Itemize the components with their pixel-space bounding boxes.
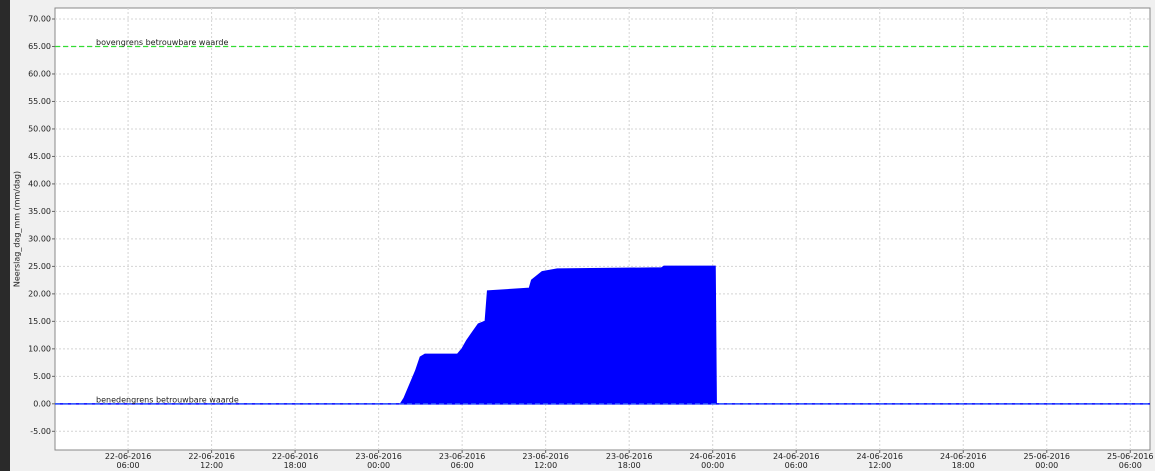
x-tick-label: 23-06-2016 18:00	[599, 452, 659, 470]
y-tick-label: 70.00	[28, 14, 51, 23]
x-tick-label: 24-06-2016 18:00	[933, 452, 993, 470]
x-tick-label: 24-06-2016 00:00	[683, 452, 743, 470]
x-tick-label: 24-06-2016 06:00	[766, 452, 826, 470]
x-tick-label: 23-06-2016 12:00	[516, 452, 576, 470]
threshold-label: bovengrens betrouwbare waarde	[96, 38, 228, 47]
y-tick-label: 35.00	[28, 207, 51, 216]
y-tick-label: 65.00	[28, 42, 51, 51]
y-tick-label: 60.00	[28, 69, 51, 78]
y-tick-label: 15.00	[28, 317, 51, 326]
y-tick-label: 50.00	[28, 124, 51, 133]
x-tick-label: 22-06-2016 06:00	[98, 452, 158, 470]
y-tick-label: 5.00	[33, 372, 51, 381]
x-tick-label: 22-06-2016 18:00	[265, 452, 325, 470]
y-tick-label: 25.00	[28, 262, 51, 271]
y-tick-label: 40.00	[28, 179, 51, 188]
threshold-label: benedengrens betrouwbare waarde	[96, 395, 239, 404]
x-tick-label: 24-06-2016 12:00	[850, 452, 910, 470]
x-tick-label: 23-06-2016 06:00	[432, 452, 492, 470]
chart: Neerslag_dag_mm (mm/dag) -5.00 0.00 5.00 10…	[0, 0, 1155, 471]
y-tick-label: 45.00	[28, 152, 51, 161]
y-tick-label: 10.00	[28, 344, 51, 353]
edge-strip	[0, 0, 10, 471]
y-tick-label: 0.00	[33, 399, 51, 408]
y-tick-label: 30.00	[28, 234, 51, 243]
y-tick-label: -5.00	[30, 427, 51, 436]
x-tick-label: 23-06-2016 00:00	[349, 452, 409, 470]
x-tick-label: 25-06-2016 06:00	[1100, 452, 1155, 470]
y-tick-label: 20.00	[28, 289, 51, 298]
chart-svg: Neerslag_dag_mm (mm/dag) -5.00 0.00 5.00 10…	[0, 0, 1155, 471]
x-tick-label: 22-06-2016 12:00	[182, 452, 242, 470]
x-tick-label: 25-06-2016 00:00	[1017, 452, 1077, 470]
y-axis-label: Neerslag_dag_mm (mm/dag)	[13, 171, 22, 287]
y-tick-label: 55.00	[28, 97, 51, 106]
